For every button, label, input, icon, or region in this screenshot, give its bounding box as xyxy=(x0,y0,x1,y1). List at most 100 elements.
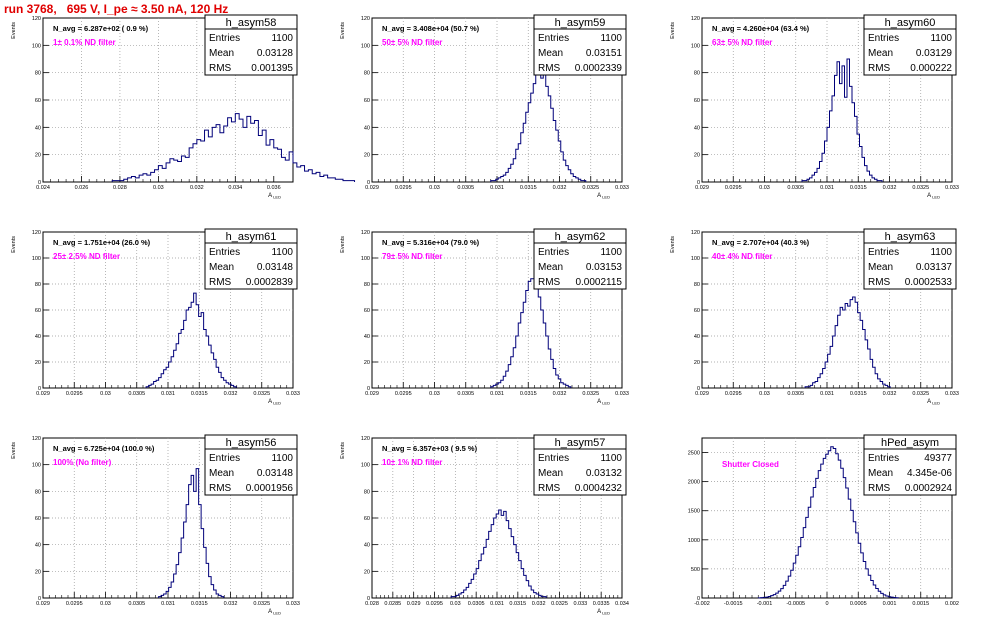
stats-value: 1100 xyxy=(930,33,952,44)
x-axis-title: A LED xyxy=(597,609,610,616)
x-tick-label: 0.03 xyxy=(100,601,111,607)
filter-label: 1± 0.1% ND filter xyxy=(53,38,116,47)
stats-label: RMS xyxy=(209,483,232,494)
histogram-name: h_asym56 xyxy=(226,437,277,449)
histogram-name: h_asym57 xyxy=(555,437,606,449)
stats-label: Mean xyxy=(868,262,893,273)
x-tick-label: 0.033 xyxy=(286,601,300,607)
stats-label: Mean xyxy=(868,468,893,479)
stats-box-hPed_asym: hPed_asym Entries 49377 Mean 4.345e-06 RMS 0.0… xyxy=(863,434,957,496)
x-axis-title: A LED xyxy=(927,193,940,200)
x-tick-label: 0.0295 xyxy=(426,601,443,607)
panel-h_asym62: 0.029 0.0295 0.03 0.0305 0.031 0.0315 0.032 0.0… xyxy=(340,228,629,406)
x-tick-label: 0.034 xyxy=(228,185,242,191)
stats-label: RMS xyxy=(538,483,561,494)
y-tick-label: 20 xyxy=(35,153,41,159)
stats-value: 1100 xyxy=(271,453,293,464)
x-tick-label: 0.0005 xyxy=(850,601,867,607)
y-tick-label: 0 xyxy=(38,386,41,392)
stats-value: 1100 xyxy=(271,33,293,44)
y-tick-label: 120 xyxy=(691,230,700,236)
y-tick-label: 60 xyxy=(364,98,370,104)
stats-box-h_asym60: h_asym60 Entries 1100 Mean 0.03129 RMS 0.00022… xyxy=(863,14,957,76)
histogram-h_asym62 xyxy=(490,278,572,388)
stats-value: 0.0002339 xyxy=(575,63,623,74)
x-tick-label: -0.002 xyxy=(694,601,710,607)
x-tick-label: 0.03 xyxy=(759,391,770,397)
y-tick-label: 80 xyxy=(364,71,370,77)
y-tick-label: 40 xyxy=(35,543,41,549)
x-tick-label: 0.031 xyxy=(161,391,175,397)
stats-label: Entries xyxy=(538,33,569,44)
x-tick-label: 0.03 xyxy=(450,601,461,607)
y-axis-title: Events xyxy=(340,236,346,253)
x-axis-title: A LED xyxy=(597,193,610,200)
stats-label: RMS xyxy=(538,277,561,288)
histogram-name: h_asym61 xyxy=(226,231,277,243)
y-tick-label: 40 xyxy=(35,125,41,131)
stats-label: RMS xyxy=(209,277,232,288)
y-tick-label: 100 xyxy=(32,43,41,49)
panel-h_asym56: 0.029 0.0295 0.03 0.0305 0.031 0.0315 0.032 0.0… xyxy=(11,434,300,616)
y-tick-label: 100 xyxy=(691,43,700,49)
stats-value: 1100 xyxy=(600,247,622,258)
x-tick-label: -0.0005 xyxy=(786,601,805,607)
stats-box-h_asym63: h_asym63 Entries 1100 Mean 0.03137 RMS 0.00025… xyxy=(863,228,957,290)
histogram-h_asym58 xyxy=(111,113,356,182)
x-tick-label: 0.033 xyxy=(615,391,629,397)
x-tick-label: 0.033 xyxy=(573,601,587,607)
x-tick-label: 0.034 xyxy=(615,601,629,607)
panel-h_asym61: 0.029 0.0295 0.03 0.0305 0.031 0.0315 0.032 0.0… xyxy=(11,228,300,406)
x-tick-label: 0.031 xyxy=(490,391,504,397)
panel-h_asym57: 0.028 0.0285 0.029 0.0295 0.03 0.0305 0.031 0.0… xyxy=(340,434,629,616)
histogram-name: h_asym63 xyxy=(885,231,936,243)
stats-value: 49377 xyxy=(924,453,952,464)
x-tick-label: 0.0305 xyxy=(128,391,145,397)
x-tick-label: 0.0335 xyxy=(593,601,610,607)
stats-box xyxy=(533,228,627,290)
y-tick-label: 120 xyxy=(361,16,370,22)
y-tick-label: 120 xyxy=(32,16,41,22)
histogram-name: hPed_asym xyxy=(881,437,939,449)
x-tick-label: 0.002 xyxy=(945,601,959,607)
x-tick-label: 0.0325 xyxy=(912,185,929,191)
y-tick-label: 1500 xyxy=(688,509,700,515)
stats-box-h_asym61: h_asym61 Entries 1100 Mean 0.03148 RMS 0.00028… xyxy=(204,228,298,290)
stats-value: 0.0002533 xyxy=(905,277,953,288)
stats-label: Entries xyxy=(209,33,240,44)
x-tick-label: 0.0315 xyxy=(520,391,537,397)
y-tick-label: 2000 xyxy=(688,480,700,486)
y-tick-label: 40 xyxy=(694,125,700,131)
panel-h_asym63: 0.029 0.0295 0.03 0.0305 0.031 0.0315 0.032 0.0… xyxy=(670,228,959,406)
stats-box xyxy=(204,228,298,290)
x-tick-label: 0.0325 xyxy=(582,391,599,397)
y-tick-label: 60 xyxy=(694,98,700,104)
y-tick-label: 20 xyxy=(35,360,41,366)
stats-value: 0.03148 xyxy=(257,262,294,273)
stats-value: 0.03128 xyxy=(257,48,294,59)
panel-h_asym58: 0.024 0.026 0.028 0.03 0.032 0.034 0.036 0 20 40 6… xyxy=(11,14,356,200)
y-tick-label: 60 xyxy=(35,98,41,104)
y-tick-label: 40 xyxy=(35,334,41,340)
x-tick-label: 0.03 xyxy=(429,185,440,191)
stats-box-h_asym59: h_asym59 Entries 1100 Mean 0.03151 RMS 0.00023… xyxy=(533,14,627,76)
x-tick-label: 0.033 xyxy=(945,391,959,397)
y-tick-label: 20 xyxy=(694,153,700,159)
y-axis-title: Events xyxy=(11,22,17,39)
stats-value: 0.000222 xyxy=(910,63,952,74)
x-tick-label: 0.0315 xyxy=(191,601,208,607)
y-tick-label: 60 xyxy=(694,308,700,314)
stats-value: 0.03137 xyxy=(916,262,953,273)
x-tick-label: 0.036 xyxy=(267,185,281,191)
filter-label: 63± 5% ND filter xyxy=(712,38,772,47)
filter-label: 25± 2.5% ND filter xyxy=(53,252,120,261)
navg-label: N_avg = 6.357e+03 ( 9.5 %) xyxy=(382,444,478,453)
histogram-h_asym63 xyxy=(804,296,891,388)
x-tick-label: 0.0305 xyxy=(128,601,145,607)
filter-label: 40± 4% ND filter xyxy=(712,252,772,261)
panel-h_asym60: 0.029 0.0295 0.03 0.0305 0.031 0.0315 0.032 0.0… xyxy=(670,14,959,200)
x-tick-label: 0.031 xyxy=(490,601,504,607)
y-tick-label: 120 xyxy=(32,230,41,236)
stats-label: Mean xyxy=(209,262,234,273)
filter-label: 79± 5% ND filter xyxy=(382,252,442,261)
